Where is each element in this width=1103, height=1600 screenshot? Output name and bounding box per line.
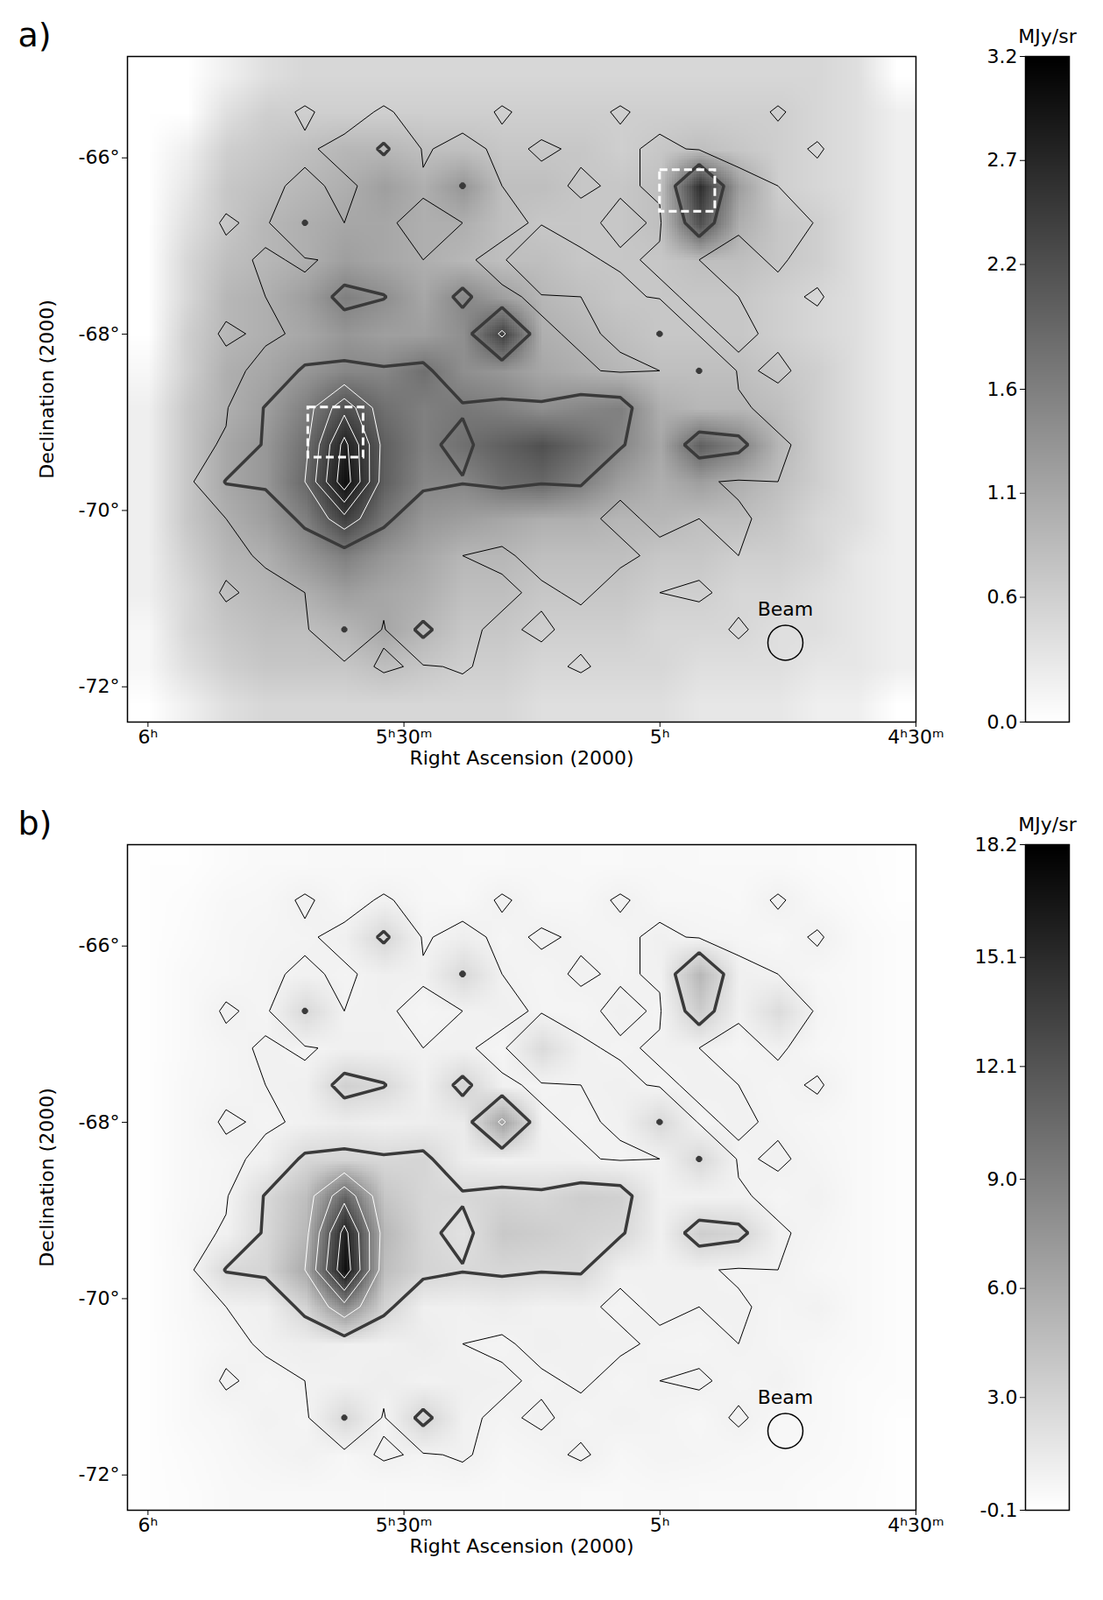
svg-text:-70°: -70° [78,1287,121,1310]
svg-text:-68°: -68° [78,1111,121,1134]
svg-text:MJy/sr: MJy/sr [1018,25,1077,48]
svg-text:b): b) [18,804,53,843]
svg-text:Right Ascension (2000): Right Ascension (2000) [409,747,634,770]
svg-text:Beam: Beam [757,598,814,621]
svg-text:9.0: 9.0 [987,1168,1019,1191]
svg-text:Declination (2000): Declination (2000) [35,1088,58,1268]
svg-text:2.2: 2.2 [987,253,1019,276]
svg-text:-72°: -72° [78,1463,121,1486]
svg-text:6.0: 6.0 [987,1277,1019,1300]
svg-text:0.0: 0.0 [987,711,1019,734]
svg-text:-72°: -72° [78,675,121,698]
svg-text:1.1: 1.1 [987,481,1019,504]
svg-text:Declination (2000): Declination (2000) [35,299,58,480]
svg-text:1.6: 1.6 [987,378,1019,401]
svg-text:Beam: Beam [757,1386,814,1409]
svg-text:3.0: 3.0 [987,1386,1019,1409]
svg-text:5ʰ30ᵐ: 5ʰ30ᵐ [375,1514,433,1537]
svg-text:MJy/sr: MJy/sr [1018,813,1077,836]
svg-text:12.1: 12.1 [975,1055,1019,1078]
svg-text:4ʰ30ᵐ: 4ʰ30ᵐ [887,1514,945,1537]
svg-text:4ʰ30ᵐ: 4ʰ30ᵐ [887,726,945,749]
svg-text:5ʰ: 5ʰ [650,1514,671,1537]
svg-text:15.1: 15.1 [975,946,1019,969]
svg-text:2.7: 2.7 [987,148,1019,171]
svg-text:5ʰ: 5ʰ [650,726,671,749]
svg-text:-66°: -66° [78,146,121,169]
svg-text:-0.1: -0.1 [980,1499,1019,1522]
svg-text:-70°: -70° [78,499,121,522]
svg-text:6ʰ: 6ʰ [137,726,158,749]
svg-text:0.6: 0.6 [987,586,1019,609]
svg-text:18.2: 18.2 [975,834,1019,856]
svg-text:-66°: -66° [78,934,121,957]
svg-text:6ʰ: 6ʰ [137,1514,158,1537]
svg-text:-68°: -68° [78,323,121,346]
svg-text:a): a) [18,15,52,55]
svg-text:Right Ascension (2000): Right Ascension (2000) [409,1535,634,1558]
svg-text:3.2: 3.2 [987,45,1019,68]
svg-text:5ʰ30ᵐ: 5ʰ30ᵐ [375,726,433,749]
